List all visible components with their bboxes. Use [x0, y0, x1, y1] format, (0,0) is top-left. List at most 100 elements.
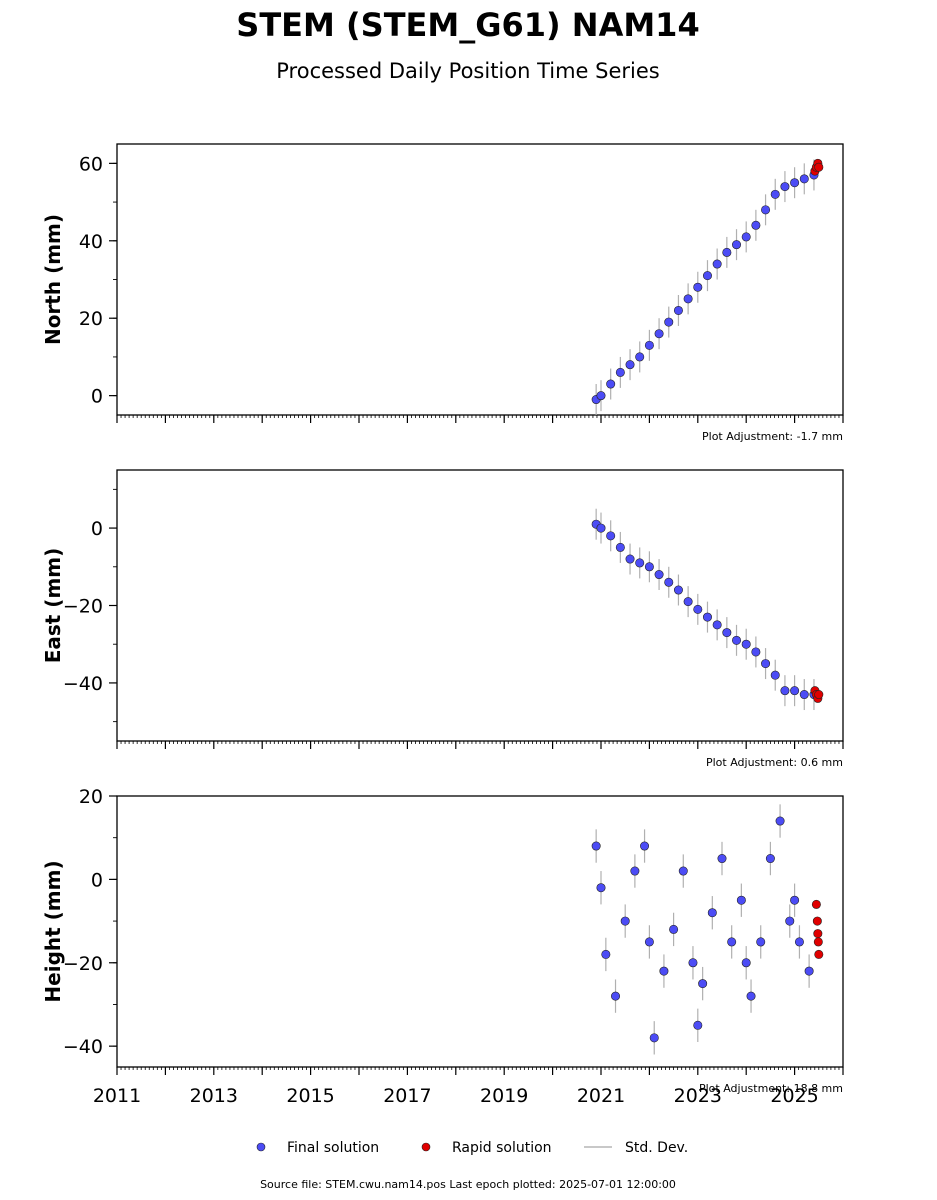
- final-solution-point: [717, 854, 727, 864]
- plot-adjustment-label: Plot Adjustment: 0.6 mm: [706, 756, 843, 769]
- final-solution-point: [732, 635, 742, 645]
- final-solution-point: [761, 659, 771, 669]
- final-solution-point: [673, 305, 683, 315]
- final-solution-point: [606, 531, 616, 541]
- final-solution-point: [620, 916, 630, 926]
- final-solution-point: [751, 647, 761, 657]
- rapid-solution-point: [814, 690, 824, 700]
- final-solution-point: [736, 895, 746, 905]
- plot-frame: [116, 143, 844, 416]
- x-tick-label: 2023: [674, 1085, 722, 1107]
- final-solution-point: [683, 294, 693, 304]
- panels: 0 20 40 60 North (mm) Plot Adjustment: -1.7 m…: [41, 143, 844, 1107]
- x-tick-label: 2015: [286, 1085, 334, 1107]
- final-solution-point: [688, 958, 698, 968]
- y-axis-label: Height (mm): [41, 860, 65, 1002]
- final-solution-point: [756, 937, 766, 947]
- final-solution-point: [601, 949, 611, 959]
- x-tick-label: 2011: [93, 1085, 141, 1107]
- rapid-solution-point: [813, 937, 823, 947]
- final-solution-point: [765, 854, 775, 864]
- final-solution-point: [683, 597, 693, 607]
- final-solution-point: [775, 816, 785, 826]
- final-solution-point: [640, 841, 650, 851]
- plot-adjustment-label: Plot Adjustment: 18.8 mm: [699, 1082, 843, 1095]
- y-tick-label: 20: [79, 786, 103, 808]
- legend-rapid-marker: [421, 1142, 431, 1152]
- final-solution-point: [790, 686, 800, 696]
- y-tick-label: 0: [91, 518, 103, 540]
- final-solution-point: [611, 991, 621, 1001]
- final-solution-point: [770, 189, 780, 199]
- final-solution-point: [761, 205, 771, 215]
- final-solution-point: [770, 670, 780, 680]
- final-solution-point: [644, 562, 654, 572]
- final-solution-point: [678, 866, 688, 876]
- final-solution-point: [693, 604, 703, 614]
- chart-subtitle: Processed Daily Position Time Series: [276, 59, 660, 83]
- final-solution-point: [799, 174, 809, 184]
- rapid-solution-point: [812, 916, 822, 926]
- final-solution-point: [615, 367, 625, 377]
- y-axis-label: East (mm): [41, 548, 65, 664]
- final-solution-point: [659, 966, 669, 976]
- final-solution-point: [741, 639, 751, 649]
- y-axis-label: North (mm): [41, 214, 65, 345]
- final-solution-point: [664, 317, 674, 327]
- rapid-solution-point: [813, 929, 823, 939]
- legend-std-label: Std. Dev.: [625, 1140, 688, 1156]
- final-solution-point: [780, 686, 790, 696]
- final-solution-point: [606, 379, 616, 389]
- plot-frame: [116, 795, 844, 1068]
- final-solution-point: [654, 570, 664, 580]
- legend-final-label: Final solution: [287, 1140, 379, 1156]
- final-solution-point: [785, 916, 795, 926]
- final-solution-point: [664, 577, 674, 587]
- final-solution-point: [625, 554, 635, 564]
- final-solution-point: [635, 558, 645, 568]
- rapid-solution-point: [814, 162, 824, 172]
- x-tick-label: 2013: [190, 1085, 238, 1107]
- final-solution-point: [615, 542, 625, 552]
- x-tick-label: 2021: [577, 1085, 625, 1107]
- rapid-solution-point: [814, 949, 824, 959]
- final-solution-point: [673, 585, 683, 595]
- final-solution-point: [644, 340, 654, 350]
- final-solution-point: [654, 329, 664, 339]
- final-solution-point: [712, 259, 722, 269]
- legend-rapid-label: Rapid solution: [452, 1140, 552, 1156]
- final-solution-point: [799, 690, 809, 700]
- final-solution-point: [727, 937, 737, 947]
- final-solution-point: [780, 182, 790, 192]
- panel-2: 0 −20 −40 East (mm) Plot Adjustment: 0.6 mm: [41, 469, 844, 769]
- y-tick-label: −20: [63, 953, 103, 975]
- rapid-solution-point: [811, 899, 821, 909]
- final-solution-point: [698, 979, 708, 989]
- final-solution-point: [693, 1020, 703, 1030]
- chart-title: STEM (STEM_G61) NAM14: [236, 6, 699, 44]
- final-solution-point: [630, 866, 640, 876]
- final-solution-point: [596, 391, 606, 401]
- final-solution-point: [722, 247, 732, 257]
- final-solution-point: [794, 937, 804, 947]
- final-solution-point: [751, 220, 761, 230]
- y-tick-label: 0: [91, 869, 103, 891]
- legend: Final solution Rapid solution Std. Dev.: [256, 1140, 688, 1156]
- y-tick-label: −20: [63, 596, 103, 618]
- final-solution-point: [625, 360, 635, 370]
- legend-final-marker: [256, 1142, 266, 1152]
- final-solution-point: [741, 958, 751, 968]
- y-tick-label: 60: [79, 153, 103, 175]
- footer-text: Source file: STEM.cwu.nam14.pos Last epo…: [260, 1178, 676, 1191]
- final-solution-point: [712, 620, 722, 630]
- final-solution-point: [596, 523, 606, 533]
- x-tick-label: 2019: [480, 1085, 528, 1107]
- y-tick-label: −40: [63, 1036, 103, 1058]
- final-solution-point: [649, 1033, 659, 1043]
- final-solution-point: [635, 352, 645, 362]
- y-tick-label: 20: [79, 308, 103, 330]
- y-tick-label: 0: [91, 386, 103, 408]
- y-tick-label: −40: [63, 673, 103, 695]
- plot-adjustment-label: Plot Adjustment: -1.7 mm: [702, 430, 843, 443]
